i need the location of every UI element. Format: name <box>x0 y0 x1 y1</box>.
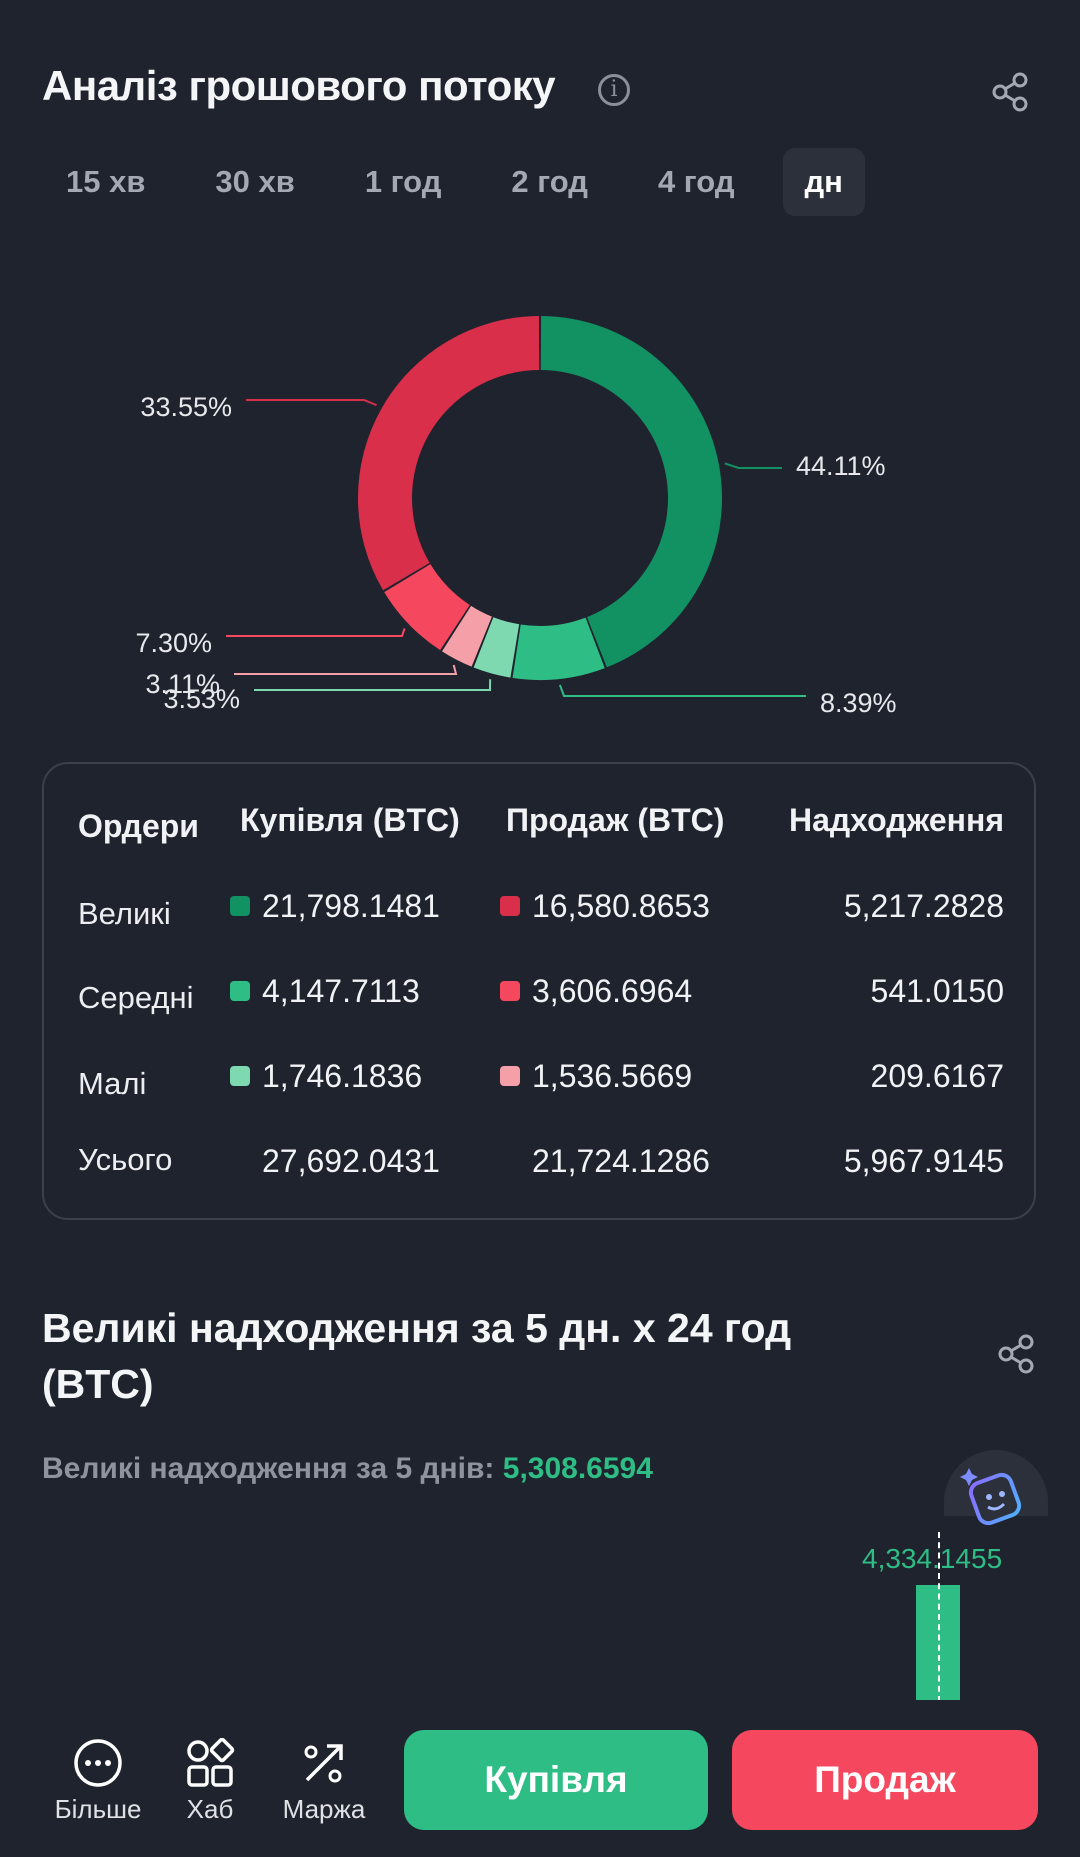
cell-net: 5,217.2828 <box>843 888 1004 924</box>
tab-15m[interactable]: 15 хв <box>66 164 146 199</box>
more-icon <box>74 1739 122 1787</box>
share-icon[interactable] <box>996 1334 1036 1374</box>
crosshair-line <box>938 1532 940 1702</box>
donut-slice <box>441 605 492 667</box>
slice-label: 44.11% <box>796 451 886 481</box>
leader-line <box>234 664 458 675</box>
legend-square <box>230 981 250 1001</box>
tab-day[interactable]: дн <box>782 148 865 216</box>
th-sell: Продаж (BTC) <box>506 802 725 838</box>
section-title: Великі надходження за 5 дн. x 24 год (BT… <box>42 1305 792 1407</box>
buy-button[interactable]: Купівля <box>404 1730 708 1830</box>
donut-slice <box>512 617 605 680</box>
row-label-total: Усього <box>78 1142 173 1177</box>
leader-line <box>558 684 806 697</box>
legend-square <box>230 896 250 916</box>
cell-sell: 16,580.8653 <box>532 888 710 924</box>
legend-square <box>500 981 520 1001</box>
sell-button[interactable]: Продаж <box>732 1730 1038 1830</box>
cell-sell: 21,724.1286 <box>532 1143 710 1179</box>
subtitle-value: 5,308.6594 <box>502 1452 653 1485</box>
cell-net: 209.6167 <box>870 1058 1004 1094</box>
cell-buy: 4,147.7113 <box>262 973 420 1009</box>
slice-label: 33.55% <box>140 392 232 422</box>
cell-sell: 3,606.6964 <box>532 973 693 1009</box>
cell-net: 541.0150 <box>870 973 1004 1009</box>
slice-label: 3.53% <box>163 684 240 714</box>
cell-net: 5,967.9145 <box>843 1143 1004 1179</box>
th-orders: Ордери <box>78 808 199 844</box>
cell-buy: 27,692.0431 <box>262 1143 440 1179</box>
share-icon[interactable] <box>990 72 1030 112</box>
nav-hub-label: Хаб <box>186 1794 234 1824</box>
donut-slice <box>540 316 722 668</box>
tab-4h[interactable]: 4 год <box>657 164 735 199</box>
info-icon[interactable]: i <box>598 74 630 106</box>
row-label-small: Малі <box>78 1066 147 1101</box>
donut-slice <box>473 617 520 678</box>
slice-label: 7.30% <box>135 628 212 658</box>
bar-value-label: 4,334.1455 <box>862 1543 1003 1574</box>
cell-sell: 1,536.5669 <box>532 1058 693 1094</box>
tab-30m[interactable]: 30 хв <box>215 164 295 199</box>
section-subtitle: Великі надходження за 5 днів: 5,308.6594 <box>42 1452 653 1486</box>
nav-margin[interactable]: Маржа <box>274 1738 374 1825</box>
th-net: Надходження <box>788 802 1004 838</box>
slice-label: 8.39% <box>820 688 897 718</box>
slice-label: 3.11% <box>145 669 220 699</box>
legend-square <box>500 1066 520 1086</box>
timeframe-tabs: 15 хв 30 хв 1 год 2 год 4 год дн <box>44 148 891 216</box>
nav-margin-label: Маржа <box>282 1794 366 1824</box>
orders-table: Ордери Купівля (BTC) Продаж (BTC) Надход… <box>42 762 1036 1220</box>
row-label-large: Великі <box>78 896 171 931</box>
leader-line <box>246 399 377 407</box>
nav-more[interactable]: Більше <box>48 1738 148 1825</box>
donut-slice <box>384 564 470 651</box>
subtitle-label: Великі надходження за 5 днів: <box>42 1452 495 1485</box>
nav-more-label: Більше <box>54 1794 142 1824</box>
cell-buy: 21,798.1481 <box>262 888 440 924</box>
assistant-robot-icon[interactable] <box>956 1464 1030 1538</box>
hub-icon <box>187 1738 235 1787</box>
leader-line <box>226 628 406 637</box>
th-buy: Купівля (BTC) <box>240 802 460 838</box>
leader-line <box>254 679 492 691</box>
nav-hub[interactable]: Хаб <box>160 1738 260 1825</box>
cell-buy: 1,746.1836 <box>262 1058 423 1094</box>
tab-1h[interactable]: 1 год <box>364 164 442 199</box>
leader-line <box>724 462 782 469</box>
legend-square <box>500 896 520 916</box>
margin-icon <box>304 1744 343 1783</box>
bottom-bar: Більше Хаб Маржа Купівля Продаж <box>0 1700 1080 1857</box>
legend-square <box>230 1066 250 1086</box>
tab-2h[interactable]: 2 год <box>511 164 588 199</box>
donut-chart: 44.11% 8.39% 3.53%3.11% 7.30% 33.55% <box>135 316 897 718</box>
page-title: Аналіз грошового потоку <box>42 62 556 109</box>
row-label-medium: Середні <box>78 980 194 1015</box>
donut-slice <box>358 316 540 591</box>
